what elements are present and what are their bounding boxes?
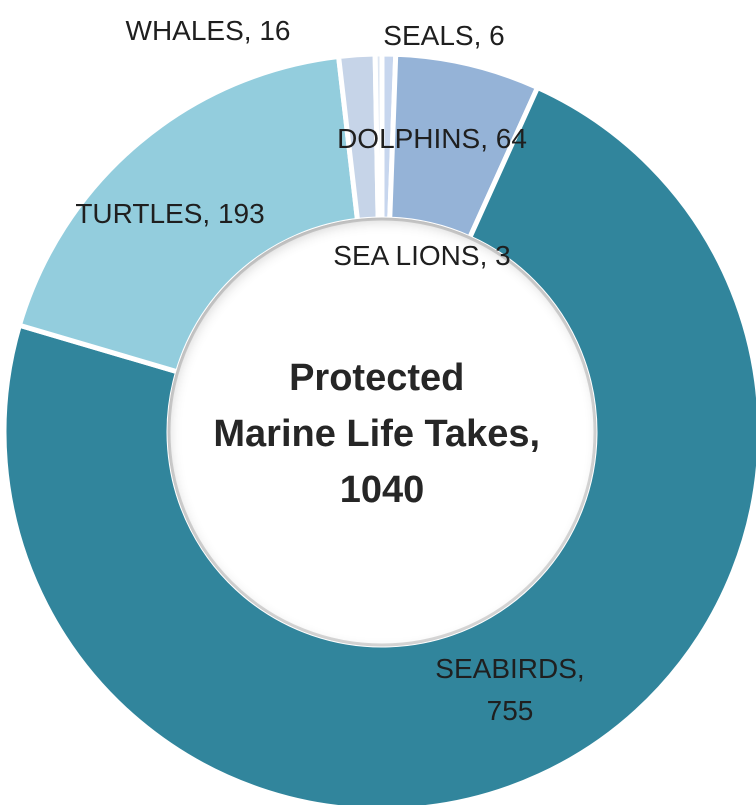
slice-label-whales: WHALES, 16 (126, 15, 291, 46)
center-title-line-2: Marine Life Takes, (213, 413, 540, 455)
center-title: Protected Marine Life Takes, 1040 (213, 357, 550, 511)
slice-label-dolphins: DOLPHINS, 64 (337, 123, 527, 154)
slice-label-sea-lions: SEA LIONS, 3 (333, 240, 510, 271)
slice-label-seals: SEALS, 6 (383, 20, 504, 51)
donut-hole (167, 217, 597, 647)
slice-label-seabirds: SEABIRDS, 755 (435, 653, 584, 726)
slice-label-line: 755 (487, 695, 534, 726)
center-title-line-1: Protected (289, 357, 464, 399)
labels-layer: SEALS, 6 DOLPHINS, 64 SEABIRDS, 755 TURTLES,… (75, 15, 584, 726)
slices-layer (1, 51, 756, 810)
center-title-line-3: 1040 (340, 469, 425, 511)
slice-label-line: SEABIRDS, (435, 653, 584, 684)
slice-label-turtles: TURTLES, 193 (75, 198, 264, 229)
